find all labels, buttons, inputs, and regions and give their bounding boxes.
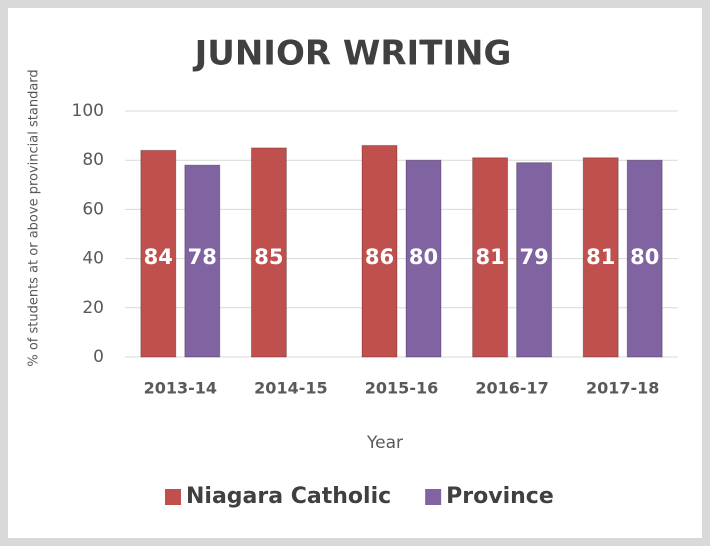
bar (250, 147, 287, 358)
x-tick-label: 2017-18 (586, 379, 659, 398)
bar (516, 162, 553, 358)
bar (140, 149, 177, 358)
legend-label: Niagara Catholic (186, 484, 391, 509)
data-label: 80 (630, 245, 659, 269)
data-label: 81 (475, 245, 504, 269)
data-label: 85 (254, 245, 283, 269)
legend-label: Province (446, 484, 554, 509)
data-label: 80 (409, 245, 438, 269)
y-tick-label: 80 (82, 150, 104, 170)
y-tick-label: 0 (93, 347, 104, 367)
y-tick-label: 20 (82, 298, 104, 318)
data-label: 78 (188, 245, 217, 269)
legend-swatch (425, 489, 442, 505)
x-tick-label: 2014-15 (254, 379, 327, 398)
x-axis-label: Year (366, 433, 403, 453)
bar (472, 157, 509, 358)
y-axis-label: % of students at or above provincial sta… (27, 69, 42, 366)
bar (184, 164, 221, 358)
chart-title: JUNIOR WRITING (193, 34, 512, 74)
bar (361, 144, 398, 358)
bar (582, 157, 619, 358)
x-tick-label: 2013-14 (144, 379, 217, 398)
legend-swatch (165, 489, 181, 505)
y-tick-label: 40 (82, 249, 104, 269)
y-tick-label: 60 (82, 199, 104, 219)
x-tick-label: 2015-16 (365, 379, 438, 398)
bar (626, 159, 663, 358)
x-tick-label: 2016-17 (475, 379, 548, 398)
data-label: 79 (519, 245, 548, 269)
data-label: 81 (586, 245, 615, 269)
data-label: 86 (365, 245, 394, 269)
data-label: 84 (144, 245, 173, 269)
bar (405, 159, 442, 358)
y-tick-label: 100 (72, 101, 104, 121)
